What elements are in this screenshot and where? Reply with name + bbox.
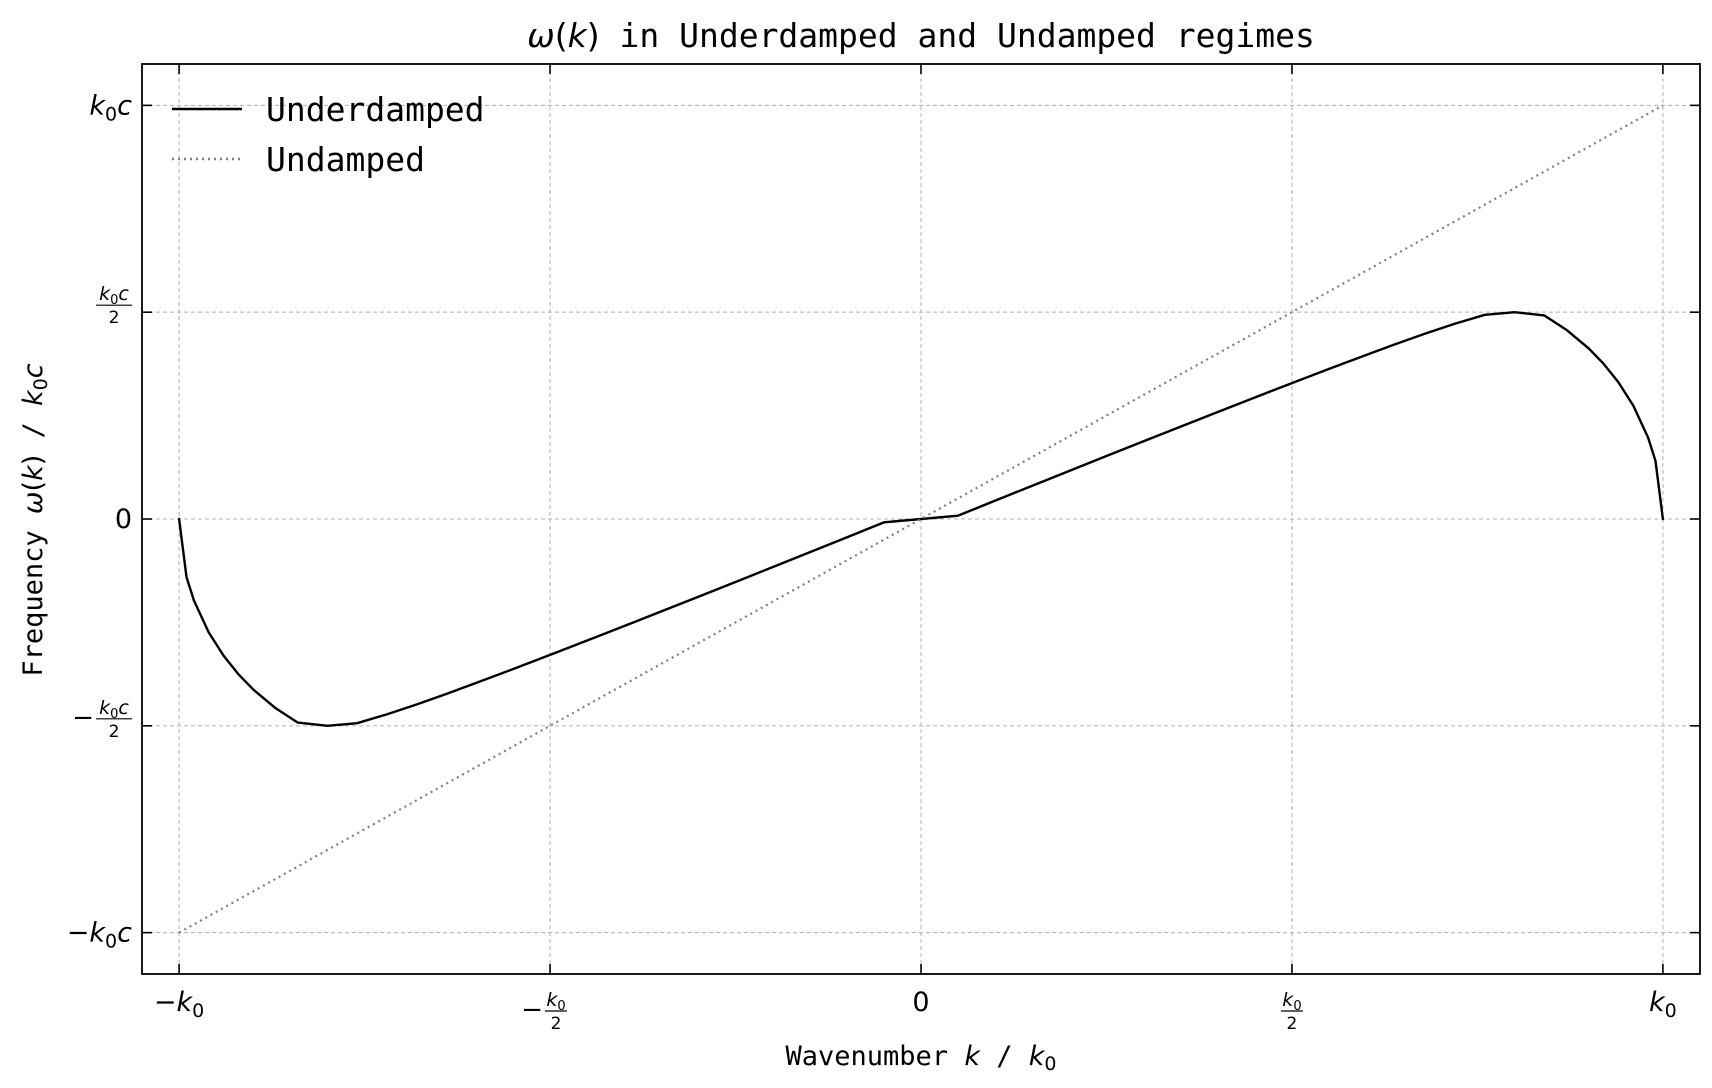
tick-label-numerator: k0: [546, 989, 565, 1014]
tick-label-text: −k0c: [67, 918, 132, 953]
tick-label-text: k0c: [89, 90, 132, 125]
series-line-underdamped: [177, 310, 1665, 728]
y-tick-label: −k0c: [67, 918, 132, 953]
x-axis-label: Wavenumber k / k0: [786, 1041, 1057, 1075]
x-tick-label: 0: [912, 987, 929, 1018]
tick-label-sign: −: [72, 703, 94, 733]
x-tick-label: −k0: [154, 987, 204, 1022]
x-tick-label: k02: [1280, 989, 1303, 1034]
series-layer: [177, 104, 1665, 934]
series-line-undamped: [178, 104, 1664, 934]
y-tick-label: 0: [115, 504, 132, 535]
tick-label-numerator: k0: [1282, 989, 1301, 1014]
legend-label-undamped: Undamped: [266, 140, 425, 179]
tick-label-denominator: 2: [1287, 1014, 1298, 1034]
tick-label-sign: −: [521, 995, 543, 1025]
tick-label-denominator: 2: [109, 308, 120, 328]
legend: Underdamped Undamped: [172, 90, 485, 179]
tick-label-text: k0: [1649, 987, 1677, 1022]
y-tick-label: k0c: [89, 90, 132, 125]
x-tick-label: − k02: [521, 989, 568, 1034]
tick-label-denominator: 2: [551, 1014, 562, 1034]
tick-label-numerator: k0c: [99, 283, 129, 308]
tick-label-text: 0: [115, 504, 132, 535]
chart-title: ω(k) in Underdamped and Undamped regimes: [527, 16, 1315, 55]
y-axis-label: Frequency ω(k) / k0c: [18, 363, 52, 676]
x-tick-label: k0: [1649, 987, 1677, 1022]
tick-label-denominator: 2: [109, 722, 120, 742]
tick-label-text: 0: [912, 987, 929, 1018]
tick-label-numerator: k0c: [99, 697, 129, 722]
ticks: [142, 64, 1700, 974]
legend-label-underdamped: Underdamped: [266, 90, 485, 129]
grid: [142, 64, 1700, 974]
tick-label-text: −k0: [154, 987, 204, 1022]
